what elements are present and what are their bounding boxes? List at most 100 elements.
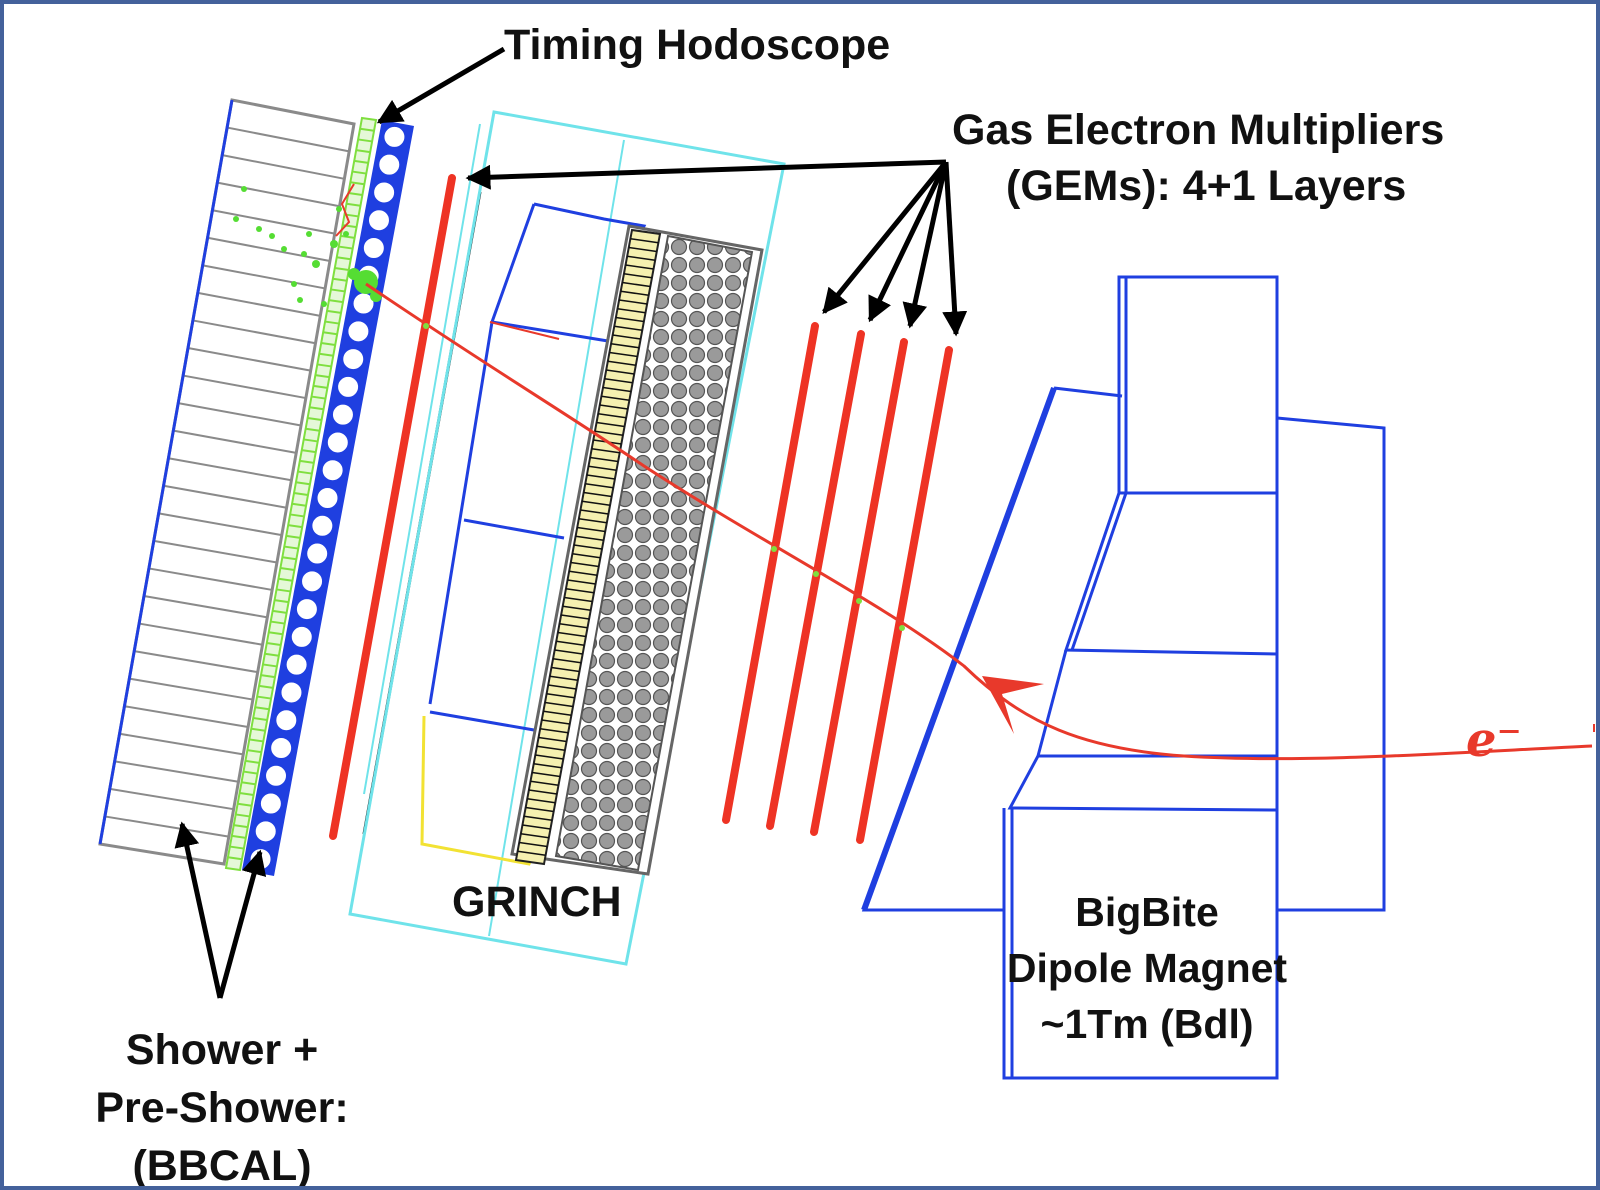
hodoscope-bar <box>278 577 293 582</box>
preshower-block <box>258 791 283 816</box>
grinch-cell-divider <box>569 570 598 576</box>
hodoscope-bar <box>326 309 342 314</box>
grinch-cell-divider <box>607 360 636 366</box>
grinch-cell-divider <box>622 281 651 288</box>
shower-block-divider <box>192 319 316 345</box>
grinch-cell-divider <box>564 596 593 603</box>
grinch-cell-divider <box>617 308 646 314</box>
hodoscope-bar <box>274 599 289 604</box>
grinch-cell-divider <box>585 483 614 489</box>
grinch-cell-divider <box>551 666 580 673</box>
shower-block-divider <box>173 429 297 454</box>
shower-block-divider <box>178 402 302 427</box>
grinch-cell-divider <box>614 325 643 331</box>
hodoscope-bar <box>301 449 316 454</box>
grinch-cell-divider <box>570 561 599 568</box>
hodoscope-bar <box>338 245 353 250</box>
hodoscope-bar <box>319 352 334 357</box>
hodoscope-bar <box>227 856 243 861</box>
hodoscope-bar <box>321 342 336 346</box>
grinch-cell-divider <box>525 806 554 813</box>
hodoscope-bar <box>356 149 371 154</box>
hodoscope-bar <box>270 620 285 625</box>
grinch-cell-divider <box>528 789 557 795</box>
grinch-cell-divider <box>606 369 635 375</box>
grinch-cell-divider <box>583 491 612 498</box>
hodoscope-bar <box>311 395 326 400</box>
bbcal-shower <box>98 98 356 866</box>
hodoscope-bar <box>262 663 278 668</box>
shower-block-divider <box>138 622 263 646</box>
hodoscope-bar <box>264 652 279 657</box>
hodoscope-bar <box>286 534 301 539</box>
hodoscope-bar <box>297 470 313 475</box>
grinch-cell-divider <box>535 754 564 760</box>
hodoscope-bar <box>324 320 340 325</box>
shower-block-divider <box>168 457 292 482</box>
grinch-cell-divider <box>520 833 549 839</box>
label-timing-hodoscope: Timing Hodoscope <box>504 21 890 69</box>
preshower-block <box>294 597 319 622</box>
shower-block-divider <box>148 567 273 591</box>
grinch-cell-divider <box>619 299 648 305</box>
grinch-cell-divider <box>557 631 586 638</box>
hodoscope-bar <box>229 845 245 850</box>
hodoscope-bar <box>255 706 270 711</box>
grinch-cell-divider <box>533 763 562 769</box>
hodoscope-bar <box>251 727 266 732</box>
preshower-block <box>305 541 330 566</box>
preshower-block <box>279 680 304 705</box>
hodoscope-bar <box>280 567 295 571</box>
grinch-cell-divider <box>543 710 572 716</box>
hodoscope-bar <box>231 834 246 839</box>
grinch-cell-divider <box>527 798 556 804</box>
shower-block-divider <box>129 677 254 701</box>
grinch-cell-divider <box>623 273 653 279</box>
hodoscope-bar <box>354 159 369 164</box>
label-gems-line1: Gas Electron Multipliers <box>952 106 1444 154</box>
preshower-block <box>284 652 309 677</box>
hodoscope-bar <box>245 759 260 764</box>
grinch-cell-divider <box>517 850 546 856</box>
shower-block-divider <box>124 705 249 728</box>
hodoscope-bar <box>303 438 318 443</box>
grinch-cell-divider <box>562 605 591 611</box>
preshower-block <box>330 402 355 427</box>
hodoscope-bar <box>243 770 258 775</box>
grinch-cell-divider <box>548 684 577 690</box>
hodoscope-bar <box>309 406 324 411</box>
preshower-block <box>336 374 361 399</box>
hodoscope-bar <box>266 642 281 646</box>
hodoscope-bar <box>357 138 373 143</box>
grinch-cell-divider <box>549 675 578 681</box>
preshower-block <box>315 486 340 510</box>
grinch-cell-divider <box>575 535 604 541</box>
hodoscope-bar <box>348 192 363 196</box>
grinch-cell-divider <box>590 456 619 463</box>
grinch-cell-divider <box>554 649 583 655</box>
grinch-cell-divider <box>620 290 649 296</box>
shower-block-divider <box>153 539 278 564</box>
grinch-cell-divider <box>594 430 624 436</box>
grinch-cell-divider <box>581 500 611 506</box>
label-bbcal-line3: (BBCAL) <box>132 1142 311 1190</box>
grinch-cell-divider <box>577 526 606 533</box>
hodoscope-bar <box>305 427 320 432</box>
hodoscope-bar <box>253 717 268 721</box>
shower-block-divider <box>114 760 239 783</box>
grinch-cell-divider <box>523 815 553 821</box>
hodoscope-bar <box>340 234 355 239</box>
preshower-block <box>253 819 278 844</box>
hodoscope-bar <box>256 695 272 700</box>
hodoscope-bar <box>330 288 346 293</box>
label-grinch: GRINCH <box>452 878 622 926</box>
hodoscope-bar <box>295 481 311 486</box>
hodoscope-bar <box>268 631 283 636</box>
grinch-cell-divider <box>598 413 627 419</box>
grinch-cell-divider <box>602 386 632 393</box>
grinch-cell-divider <box>627 255 656 261</box>
grinch-cell-divider <box>625 264 654 270</box>
hodoscope-bar <box>352 170 367 175</box>
grinch-cell-divider <box>546 693 575 699</box>
